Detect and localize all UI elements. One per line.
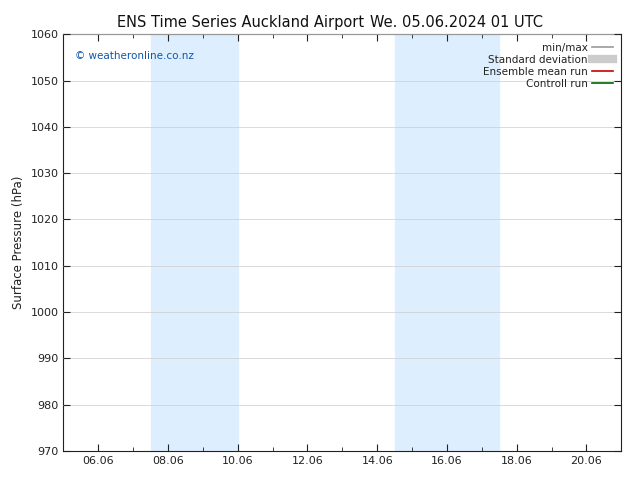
Bar (150, 34, 238, 451)
Bar (394, 34, 500, 451)
Legend: min/max, Standard deviation, Ensemble mean run, Controll run: min/max, Standard deviation, Ensemble me… (480, 40, 616, 92)
Text: We. 05.06.2024 01 UTC: We. 05.06.2024 01 UTC (370, 15, 543, 30)
Text: ENS Time Series Auckland Airport: ENS Time Series Auckland Airport (117, 15, 365, 30)
Y-axis label: Surface Pressure (hPa): Surface Pressure (hPa) (12, 176, 25, 309)
Text: © weatheronline.co.nz: © weatheronline.co.nz (75, 51, 193, 61)
